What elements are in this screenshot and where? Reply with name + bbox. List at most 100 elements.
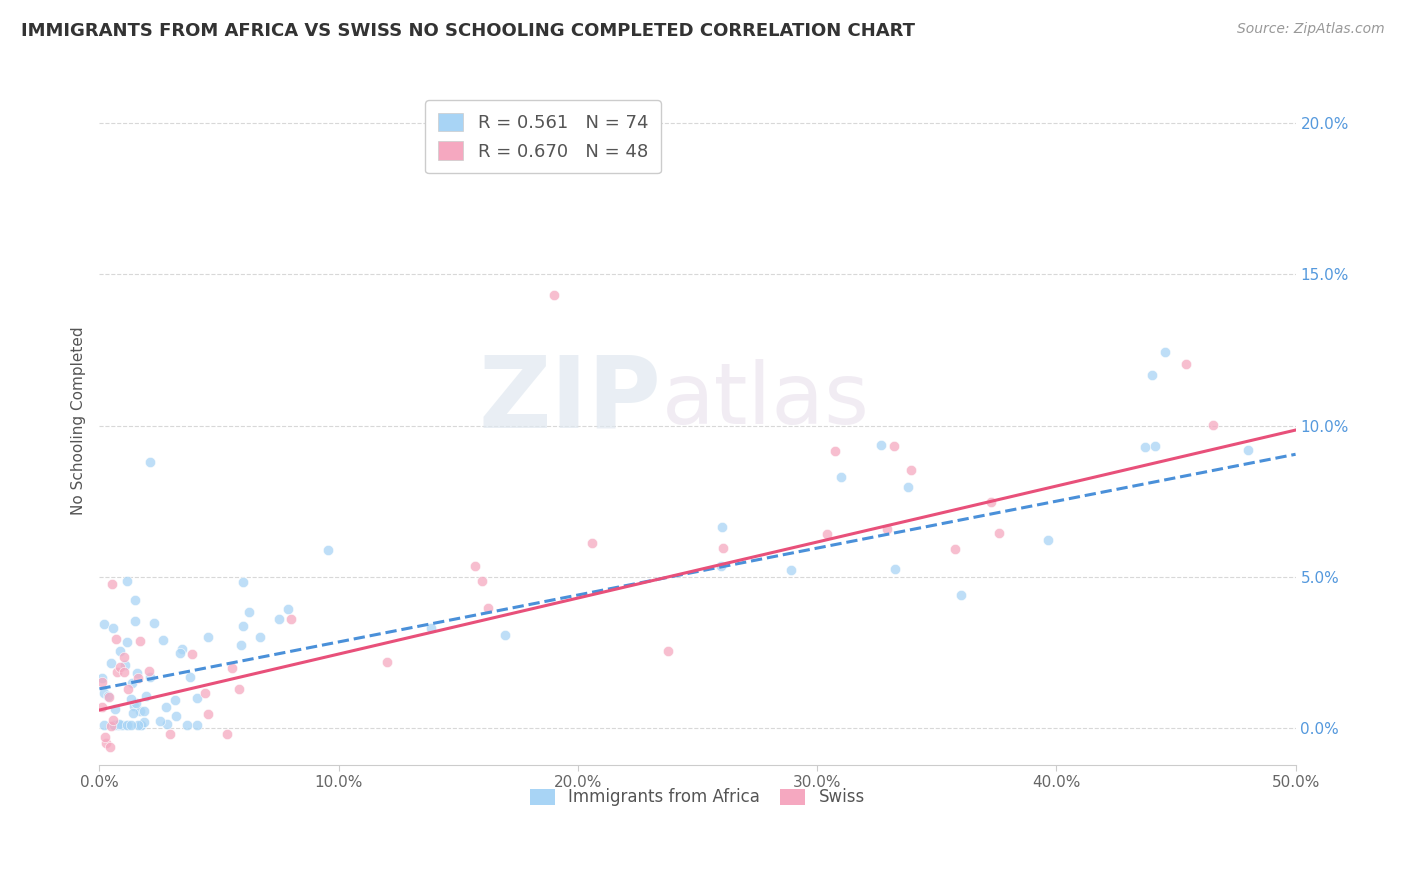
- Point: [132, 715, 155, 730]
- Point: [117, 574, 139, 589]
- Point: [122, 698, 145, 713]
- Point: [494, 628, 516, 642]
- Point: [100, 718, 122, 732]
- Point: [121, 675, 143, 690]
- Point: [132, 704, 155, 718]
- Point: [111, 781, 134, 796]
- Point: [111, 718, 134, 732]
- Point: [103, 713, 125, 727]
- Point: [90, 700, 112, 714]
- Point: [267, 612, 290, 626]
- Point: [824, 443, 846, 458]
- Point: [280, 612, 302, 626]
- Point: [127, 718, 149, 732]
- Point: [101, 621, 124, 635]
- Point: [108, 660, 131, 674]
- Point: [987, 526, 1010, 541]
- Point: [107, 717, 129, 731]
- Point: [105, 632, 128, 646]
- Point: [143, 615, 166, 630]
- Text: IMMIGRANTS FROM AFRICA VS SWISS NO SCHOOLING COMPLETED CORRELATION CHART: IMMIGRANTS FROM AFRICA VS SWISS NO SCHOO…: [21, 22, 915, 40]
- Point: [194, 686, 217, 700]
- Point: [900, 463, 922, 477]
- Point: [114, 665, 136, 680]
- Point: [420, 621, 443, 635]
- Point: [169, 646, 191, 660]
- Point: [1175, 357, 1198, 371]
- Point: [90, 671, 112, 685]
- Point: [117, 718, 139, 732]
- Point: [159, 726, 181, 740]
- Point: [943, 542, 966, 557]
- Point: [111, 781, 134, 796]
- Point: [221, 661, 243, 675]
- Point: [657, 643, 679, 657]
- Point: [138, 455, 160, 469]
- Text: ZIP: ZIP: [479, 351, 662, 449]
- Point: [152, 632, 174, 647]
- Legend: Immigrants from Africa, Swiss: Immigrants from Africa, Swiss: [522, 780, 873, 814]
- Point: [129, 718, 152, 732]
- Point: [1140, 368, 1163, 383]
- Point: [114, 658, 136, 673]
- Point: [713, 541, 735, 556]
- Point: [477, 600, 499, 615]
- Point: [120, 718, 142, 732]
- Point: [125, 696, 148, 710]
- Point: [238, 605, 260, 619]
- Point: [876, 522, 898, 536]
- Point: [232, 619, 254, 633]
- Point: [172, 641, 194, 656]
- Point: [104, 702, 127, 716]
- Point: [710, 520, 733, 534]
- Point: [1201, 417, 1223, 432]
- Point: [124, 614, 146, 628]
- Point: [93, 686, 115, 700]
- Point: [112, 649, 135, 664]
- Point: [135, 689, 157, 703]
- Point: [277, 602, 299, 616]
- Point: [464, 558, 486, 573]
- Point: [186, 718, 208, 732]
- Point: [107, 718, 129, 732]
- Point: [115, 718, 138, 732]
- Point: [165, 693, 187, 707]
- Point: [117, 682, 139, 697]
- Point: [581, 535, 603, 549]
- Point: [543, 288, 565, 302]
- Point: [98, 739, 121, 754]
- Point: [1236, 443, 1258, 458]
- Point: [91, 781, 114, 796]
- Point: [249, 630, 271, 644]
- Point: [229, 639, 252, 653]
- Point: [176, 718, 198, 732]
- Point: [181, 647, 204, 661]
- Point: [97, 690, 120, 704]
- Point: [710, 558, 733, 573]
- Point: [93, 617, 115, 632]
- Point: [129, 718, 152, 732]
- Point: [375, 655, 398, 669]
- Point: [128, 634, 150, 648]
- Point: [232, 574, 254, 589]
- Point: [138, 664, 160, 678]
- Point: [97, 690, 120, 704]
- Point: [316, 543, 339, 558]
- Point: [197, 630, 219, 644]
- Point: [949, 588, 972, 602]
- Point: [121, 706, 143, 720]
- Point: [100, 577, 122, 591]
- Point: [148, 772, 170, 786]
- Text: Source: ZipAtlas.com: Source: ZipAtlas.com: [1237, 22, 1385, 37]
- Point: [197, 706, 219, 721]
- Point: [96, 736, 118, 750]
- Point: [128, 704, 150, 718]
- Point: [883, 562, 905, 576]
- Point: [105, 665, 128, 680]
- Point: [228, 682, 250, 697]
- Point: [165, 709, 187, 723]
- Point: [883, 440, 905, 454]
- Point: [124, 593, 146, 607]
- Point: [94, 730, 117, 744]
- Point: [121, 692, 143, 706]
